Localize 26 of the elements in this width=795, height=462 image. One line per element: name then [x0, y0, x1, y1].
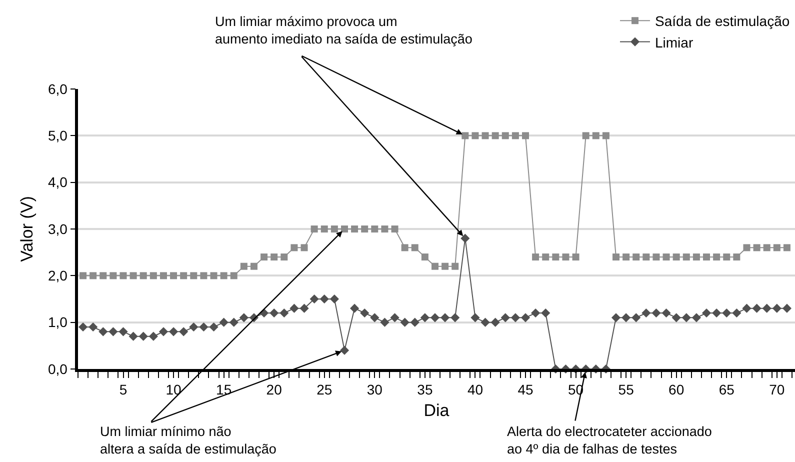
x-tick-label: 30 [366, 382, 383, 398]
x-tick-label: 60 [668, 382, 684, 398]
legend-label: Saída de estimulação [655, 13, 790, 30]
x-tick-label: 10 [166, 382, 182, 398]
legend-label: Limiar [655, 34, 694, 50]
y-tick-label: 6,0 [48, 80, 68, 97]
y-tick-label: 5,0 [48, 128, 68, 144]
y-tick-label: 0,0 [48, 360, 68, 377]
annotation: Alerta do electrocateter accionado ao 4º dia de falhas de testes [507, 424, 712, 457]
x-tick-label: 40 [467, 382, 484, 398]
x-tick-label: 35 [417, 382, 433, 398]
x-tick-label: 70 [769, 382, 785, 398]
annotation: Um limiar máximo provoca um aumento imediato na saída de estimulação [215, 14, 472, 47]
y-tick-label: 4,0 [48, 174, 68, 190]
x-tick-label: 45 [518, 382, 534, 398]
x-tick-label: 65 [718, 382, 735, 398]
y-tick-label: 2,0 [48, 268, 68, 284]
y-tick-label: 3,0 [48, 220, 68, 237]
y-tick-label: 1,0 [48, 314, 68, 330]
x-tick-label: 25 [316, 382, 332, 398]
annotation: Um limiar mínimo não altera a saída de estimulação [100, 424, 276, 457]
x-tick-label: 20 [266, 382, 282, 398]
x-tick-label: 55 [618, 382, 634, 398]
y-axis-title: Valor (V) [18, 196, 36, 262]
x-tick-label: 5 [119, 382, 128, 398]
x-axis-title: Dia [424, 400, 450, 420]
